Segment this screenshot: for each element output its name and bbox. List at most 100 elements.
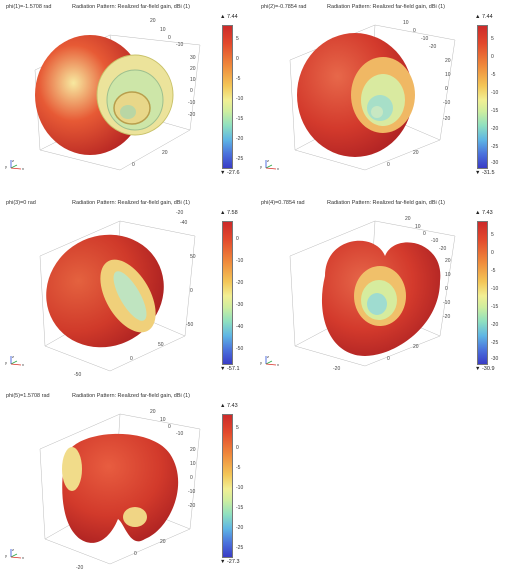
plot-title: Radiation Pattern: Realized far-field ga… bbox=[72, 393, 191, 399]
plot-title: Radiation Pattern: Realized far-field ga… bbox=[327, 4, 446, 10]
svg-text:y: y bbox=[5, 360, 7, 365]
axis-tick: -20 bbox=[188, 112, 196, 118]
axis-tick: 50 bbox=[190, 254, 196, 260]
color-min-label: ▼ -30.9 bbox=[475, 366, 495, 372]
color-tick: 5 bbox=[236, 36, 239, 42]
axis-tick: 0 bbox=[445, 286, 448, 292]
axis-tick: -50 bbox=[186, 322, 194, 328]
color-tick: -5 bbox=[491, 268, 496, 274]
svg-text:y: y bbox=[5, 553, 7, 558]
plot-panel-1[interactable]: phi(1)=-1.5708 rad Radiation Pattern: Re… bbox=[0, 0, 255, 194]
color-max-label: ▲ 7.44 bbox=[220, 14, 238, 20]
axis-tick: 10 bbox=[190, 77, 196, 83]
svg-text:z: z bbox=[12, 354, 14, 359]
color-tick: -25 bbox=[491, 144, 499, 150]
axis-tick: 0 bbox=[190, 88, 193, 94]
color-legend-bar bbox=[222, 414, 233, 558]
color-tick: -30 bbox=[491, 160, 499, 166]
svg-text:z: z bbox=[267, 158, 269, 163]
axis-tick: -10 bbox=[188, 100, 196, 106]
axis-tick: -50 bbox=[74, 372, 82, 378]
radiation-pattern-3d[interactable] bbox=[255, 0, 510, 194]
svg-text:y: y bbox=[5, 164, 7, 169]
plot-panel-4[interactable]: phi(4)=0.7854 rad Radiation Pattern: Rea… bbox=[255, 196, 510, 390]
axis-tick: -20 bbox=[176, 210, 184, 216]
color-tick: 5 bbox=[491, 232, 494, 238]
color-min-label: ▼ -31.5 bbox=[475, 170, 495, 176]
axis-triad-icon: z y x bbox=[260, 354, 279, 367]
color-legend-bar bbox=[477, 221, 488, 365]
axis-tick: 20 bbox=[405, 216, 411, 222]
parameter-label: phi(3)=0 rad bbox=[6, 200, 36, 206]
color-max-label: ▲ 7.58 bbox=[220, 210, 238, 216]
plot-title: Radiation Pattern: Realized far-field ga… bbox=[72, 200, 191, 206]
plot-panel-3[interactable]: phi(3)=0 rad Radiation Pattern: Realized… bbox=[0, 196, 255, 390]
axis-tick: 0 bbox=[423, 231, 426, 237]
color-min-label: ▼ -27.3 bbox=[220, 559, 240, 565]
color-tick: -15 bbox=[236, 505, 244, 511]
color-tick: 0 bbox=[236, 445, 239, 451]
parameter-label: phi(1)=-1.5708 rad bbox=[6, 4, 52, 10]
axis-tick: 50 bbox=[158, 342, 164, 348]
axis-tick: 0 bbox=[168, 35, 171, 41]
axis-tick: 10 bbox=[190, 461, 196, 467]
axis-tick: -10 bbox=[431, 238, 439, 244]
axis-tick: -10 bbox=[188, 489, 196, 495]
color-tick: -10 bbox=[236, 96, 244, 102]
axis-tick: 10 bbox=[160, 417, 166, 423]
axis-tick: 0 bbox=[130, 356, 133, 362]
axis-tick: 0 bbox=[387, 356, 390, 362]
color-tick: -50 bbox=[236, 346, 244, 352]
axis-tick: 20 bbox=[413, 150, 419, 156]
axis-tick: -10 bbox=[421, 36, 429, 42]
color-tick: -20 bbox=[236, 280, 244, 286]
axis-tick: 20 bbox=[150, 409, 156, 415]
color-legend-bar bbox=[222, 221, 233, 365]
color-tick: -15 bbox=[236, 116, 244, 122]
axis-tick: 0 bbox=[445, 86, 448, 92]
plot-panel-2[interactable]: phi(2)=-0.7854 rad Radiation Pattern: Re… bbox=[255, 0, 510, 194]
color-tick: -10 bbox=[236, 485, 244, 491]
color-tick: 5 bbox=[491, 36, 494, 42]
color-legend-bar bbox=[477, 25, 488, 169]
axis-tick: 0 bbox=[190, 288, 193, 294]
parameter-label: phi(2)=-0.7854 rad bbox=[261, 4, 307, 10]
axis-tick: 0 bbox=[134, 551, 137, 557]
axis-tick: -20 bbox=[429, 44, 437, 50]
color-max-label: ▲ 7.43 bbox=[475, 210, 493, 216]
axis-tick: -20 bbox=[188, 503, 196, 509]
plot-panel-5[interactable]: phi(5)=1.5708 rad Radiation Pattern: Rea… bbox=[0, 389, 255, 583]
radiation-pattern-3d[interactable] bbox=[255, 196, 510, 390]
axis-tick: 0 bbox=[168, 424, 171, 430]
color-tick: 5 bbox=[236, 425, 239, 431]
color-max-label: ▲ 7.43 bbox=[220, 403, 238, 409]
color-tick: -10 bbox=[236, 258, 244, 264]
color-tick: -20 bbox=[236, 525, 244, 531]
svg-text:z: z bbox=[267, 354, 269, 359]
radiation-pattern-3d[interactable] bbox=[0, 0, 255, 194]
color-tick: 0 bbox=[236, 56, 239, 62]
color-tick: -20 bbox=[236, 136, 244, 142]
color-tick: -25 bbox=[491, 340, 499, 346]
color-tick: -10 bbox=[491, 286, 499, 292]
color-tick: -25 bbox=[236, 156, 244, 162]
axis-tick: -10 bbox=[176, 42, 184, 48]
axis-tick: -40 bbox=[180, 220, 188, 226]
axis-tick: 10 bbox=[415, 224, 421, 230]
color-tick: -20 bbox=[491, 126, 499, 132]
axis-tick: 20 bbox=[445, 258, 451, 264]
svg-text:x: x bbox=[22, 362, 24, 367]
axis-tick: -20 bbox=[443, 314, 451, 320]
axis-tick: 0 bbox=[132, 162, 135, 168]
parameter-label: phi(4)=0.7854 rad bbox=[261, 200, 305, 206]
color-tick: -5 bbox=[236, 465, 241, 471]
color-tick: -10 bbox=[491, 90, 499, 96]
radiation-pattern-3d[interactable] bbox=[0, 196, 255, 390]
axis-tick: -20 bbox=[333, 366, 341, 372]
color-tick: 0 bbox=[491, 54, 494, 60]
color-tick: -30 bbox=[491, 356, 499, 362]
axis-tick: 10 bbox=[160, 27, 166, 33]
radiation-pattern-3d[interactable] bbox=[0, 389, 255, 583]
svg-text:x: x bbox=[277, 362, 279, 367]
color-tick: -15 bbox=[491, 108, 499, 114]
